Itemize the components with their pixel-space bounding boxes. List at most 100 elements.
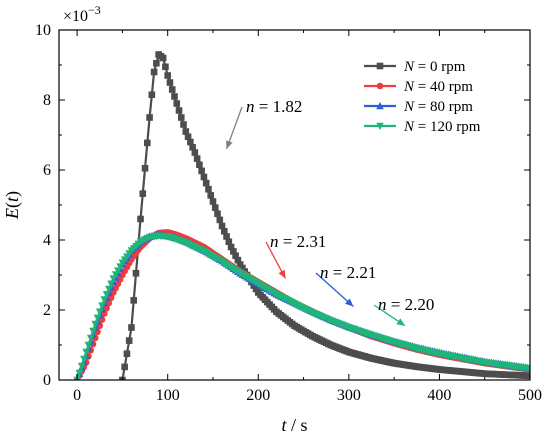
data-point [198, 167, 205, 175]
legend-label: N = 120 rpm [403, 119, 481, 135]
legend: N = 0 rpm N = 40 rpm N = 80 rpm N = 120 rpm [364, 59, 481, 135]
data-point [189, 143, 196, 151]
data-point [218, 222, 226, 230]
data-point [84, 341, 93, 350]
data-point [182, 128, 190, 135]
data-point [102, 290, 111, 299]
data-point [177, 114, 185, 121]
legend-label: N = 40 rpm [403, 79, 473, 95]
x-tick-label: 500 [518, 387, 542, 404]
data-point [164, 72, 171, 79]
data-point [184, 133, 192, 141]
annotation-arrow-line [315, 272, 354, 307]
annotations: n = 1.82 n = 2.31 n = 2.21n = 2.20 [225, 97, 434, 327]
legend-item: N = 40 rpm [364, 79, 473, 95]
data-point [221, 227, 228, 235]
data-point [211, 204, 219, 211]
x-tick-label: 400 [427, 387, 451, 404]
legend-swatch-marker [376, 122, 384, 131]
data-point [86, 334, 95, 343]
legend-item: N = 80 rpm [364, 99, 473, 115]
data-point [205, 185, 212, 193]
data-point [148, 91, 156, 99]
data-point [526, 372, 530, 380]
data-point [223, 233, 230, 240]
annotation: n = 2.20 [373, 295, 434, 327]
x-axis-title: t / s [281, 415, 307, 435]
annotation: n = 1.82 [225, 97, 302, 150]
y-tick-label: 8 [43, 92, 51, 109]
annotation: n = 2.21 [315, 263, 376, 307]
y-multiplier: ×10−3 [63, 3, 101, 25]
annotation-arrow-head [345, 298, 354, 307]
data-point [93, 314, 102, 322]
data-point [125, 337, 133, 344]
y-tick-label: 4 [43, 232, 51, 249]
data-point [95, 308, 104, 316]
data-point [232, 252, 239, 260]
data-point [123, 350, 131, 358]
data-point [89, 327, 97, 336]
data-point [225, 238, 233, 246]
data-point [175, 107, 183, 114]
data-point [187, 138, 194, 146]
data-point [128, 324, 135, 331]
annotation-label: n = 2.31 [270, 232, 326, 251]
data-point [202, 179, 210, 187]
annotation: n = 2.31 [265, 232, 326, 279]
y-tick-label: 10 [35, 22, 51, 39]
data-point [121, 363, 128, 371]
data-point [159, 54, 167, 62]
annotation-label: n = 1.82 [246, 97, 302, 116]
data-point [130, 297, 138, 304]
x-tick-label: 0 [73, 387, 81, 404]
y-tick-label: 2 [43, 302, 51, 319]
data-point [82, 348, 90, 357]
y-axis-title: E(t) [2, 191, 23, 220]
data-point [103, 304, 110, 312]
data-point [214, 210, 221, 218]
data-point [77, 362, 86, 371]
data-point [230, 248, 237, 255]
data-point [144, 139, 151, 147]
data-point [216, 216, 224, 224]
data-point [209, 198, 217, 205]
legend-item: N = 120 rpm [364, 119, 481, 135]
data-point [234, 256, 242, 264]
data-point [196, 161, 203, 169]
data-point [132, 269, 140, 277]
data-point [227, 243, 235, 251]
data-point [153, 59, 160, 67]
data-point [168, 86, 176, 93]
series-3 [73, 232, 530, 380]
data-point [75, 369, 84, 378]
data-point [162, 63, 169, 71]
x-tick-label: 100 [156, 387, 180, 404]
legend-swatch-marker [376, 82, 384, 90]
data-point [193, 155, 201, 162]
data-point [173, 100, 181, 107]
data-point [137, 215, 144, 223]
annotation-arrow-head [396, 318, 406, 326]
data-point [252, 285, 260, 293]
series-layer [73, 51, 530, 380]
data-point [146, 114, 153, 121]
data-point [200, 173, 208, 181]
legend-swatch-marker [376, 62, 384, 70]
data-point [139, 190, 147, 197]
y-tick-label: 0 [43, 372, 51, 389]
data-point [91, 320, 100, 329]
data-point [191, 149, 199, 156]
legend-item: N = 0 rpm [364, 59, 466, 75]
data-point [236, 261, 244, 268]
series-0 [119, 51, 530, 380]
y-tick-label: 6 [43, 162, 51, 179]
legend-label: N = 80 rpm [403, 99, 473, 115]
annotation-arrow-head [278, 269, 286, 279]
data-point [80, 355, 88, 364]
annotation-label: n = 2.21 [320, 263, 376, 282]
annotation-label: n = 2.20 [378, 295, 434, 314]
annotation-arrow-head [226, 140, 233, 149]
data-point [100, 296, 109, 304]
